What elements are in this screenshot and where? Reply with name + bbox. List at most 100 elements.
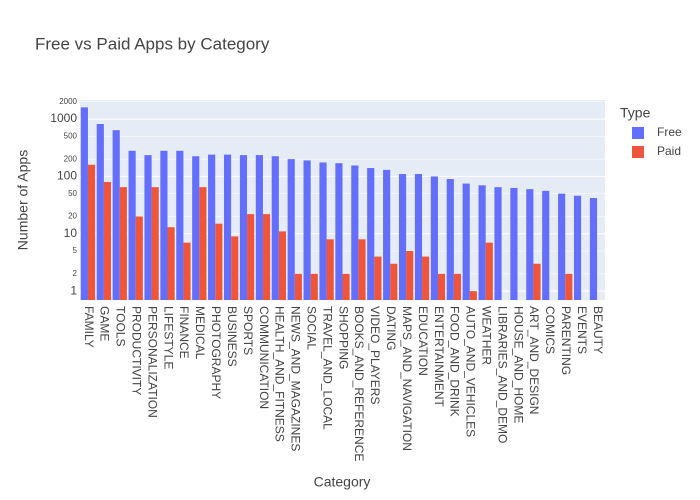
bar — [176, 150, 184, 300]
bar — [271, 156, 279, 300]
bar — [303, 160, 311, 300]
bar — [414, 174, 423, 300]
x-tick-label: AUTO_AND_VEHICLES — [464, 306, 478, 437]
bar — [383, 169, 391, 300]
bar — [398, 174, 407, 300]
y-tick-label: 2000 — [59, 97, 77, 106]
bar — [239, 155, 248, 300]
bar — [135, 216, 143, 300]
x-tick-label: MEDICAL — [193, 306, 207, 360]
x-tick-label: PARENTING — [559, 306, 573, 375]
bar — [119, 187, 127, 300]
x-tick-label: WEATHER — [480, 306, 494, 365]
x-tick-label: COMMUNICATION — [257, 306, 271, 409]
bar — [406, 251, 414, 300]
x-tick-label: FAMILY — [82, 306, 96, 348]
bar — [573, 195, 582, 300]
x-tick-label: LIBRARIES_AND_DEMO — [495, 306, 509, 443]
bar — [358, 239, 366, 300]
bar — [351, 165, 359, 300]
y-tick-label: 100 — [57, 169, 77, 183]
x-tick-label: EVENTS — [575, 306, 589, 354]
x-tick-label: NEWS_AND_MAGAZINES — [289, 306, 303, 451]
x-tick-label: PERSONALIZATION — [145, 306, 159, 418]
legend-title: Type — [620, 105, 651, 121]
y-tick-label: 20 — [68, 212, 77, 221]
bar — [80, 107, 88, 300]
bar — [294, 273, 302, 300]
chart-title: Free vs Paid Apps by Category — [35, 34, 270, 53]
bar — [278, 231, 287, 300]
y-tick-label: 1 — [70, 283, 77, 297]
x-tick-label: ENTERTAINMENT — [432, 306, 446, 408]
x-tick-label: LIFESTYLE — [161, 306, 175, 369]
bar — [160, 150, 168, 300]
legend-swatch[interactable] — [632, 127, 644, 139]
x-tick-label: TOOLS — [114, 306, 128, 346]
bar — [103, 181, 112, 300]
bar — [87, 164, 96, 300]
x-tick-label: FINANCE — [177, 306, 191, 359]
x-tick-label: BOOKS_AND_REFERENCE — [352, 306, 366, 461]
bar — [112, 130, 120, 300]
x-tick-label: COMICS — [543, 306, 557, 354]
bar — [558, 193, 566, 300]
bar — [262, 214, 271, 300]
bar — [128, 150, 136, 300]
bar — [199, 187, 207, 300]
bar — [335, 163, 343, 300]
x-tick-label: VIDEO_PLAYERS — [368, 306, 382, 404]
bar — [453, 273, 462, 300]
bar — [533, 263, 541, 300]
x-tick-label: BUSINESS — [225, 306, 239, 367]
x-tick-label: GAME — [98, 306, 112, 341]
bar — [310, 273, 318, 300]
y-tick-label: 10 — [64, 226, 78, 240]
bar — [485, 242, 493, 300]
bar — [390, 263, 398, 300]
bar — [446, 179, 454, 300]
x-tick-label: SOCIAL — [305, 306, 319, 350]
x-tick-label: ART_AND_DESIGN — [527, 306, 541, 414]
legend-swatch[interactable] — [632, 146, 644, 158]
bar — [96, 124, 104, 301]
x-axis-title: Category — [314, 474, 371, 490]
bar — [367, 168, 375, 300]
bar — [247, 214, 255, 300]
bar — [589, 198, 598, 300]
bar — [167, 227, 175, 300]
legend-label[interactable]: Paid — [657, 144, 681, 158]
bar — [542, 190, 550, 300]
x-tick-label: SHOPPING — [336, 306, 350, 369]
bar — [342, 273, 350, 300]
bar — [462, 183, 470, 300]
bar — [231, 236, 239, 300]
y-axis-title: Number of Apps — [15, 150, 31, 250]
x-tick-label: MAPS_AND_NAVIGATION — [400, 306, 414, 451]
bar — [215, 223, 223, 300]
bar — [422, 256, 430, 300]
bar — [374, 256, 382, 300]
x-tick-label: PRODUCTIVITY — [130, 306, 144, 395]
bar — [469, 291, 477, 300]
bar — [151, 187, 159, 300]
x-tick-label: HOUSE_AND_HOME — [511, 306, 525, 423]
x-tick-label: PHOTOGRAPHY — [209, 306, 223, 399]
bar — [565, 273, 573, 300]
bar — [183, 242, 191, 300]
bar — [526, 189, 534, 300]
bar — [192, 156, 200, 300]
y-tick-label: 1000 — [50, 111, 77, 125]
x-tick-label: BEAUTY — [591, 306, 605, 354]
bar — [144, 155, 152, 300]
x-tick-label: EDUCATION — [416, 306, 430, 376]
y-tick-label: 2 — [73, 269, 78, 278]
x-tick-label: TRAVEL_AND_LOCAL — [320, 306, 334, 430]
bar — [494, 187, 502, 300]
bar — [255, 155, 263, 300]
bar — [437, 273, 446, 300]
legend-label[interactable]: Free — [657, 125, 682, 139]
y-tick-label: 200 — [64, 154, 78, 163]
x-tick-label: FOOD_AND_DRINK — [448, 306, 462, 417]
